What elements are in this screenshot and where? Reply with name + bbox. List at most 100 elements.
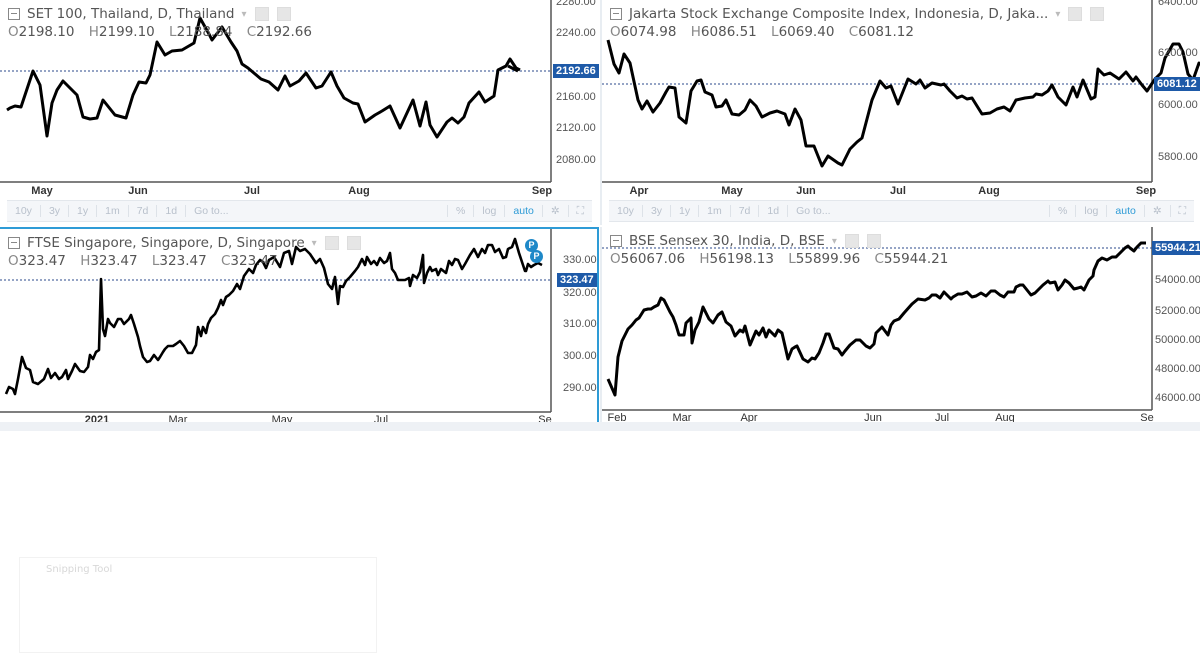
jakarta-line (606, 39, 1200, 168)
chart-panel-jakarta[interactable]: Jakarta Stock Exchange Composite Index, … (600, 0, 1200, 225)
bse-title: BSE Sensex 30, India, D, BSE (629, 233, 825, 249)
collapse-icon[interactable] (610, 235, 622, 247)
y-tick: 2240.00 (556, 27, 596, 39)
last-price-tag: 2192.66 (553, 64, 599, 78)
log-button[interactable]: log (1076, 205, 1108, 217)
range-10y-button[interactable]: 10y (7, 205, 41, 217)
collapse-icon[interactable] (8, 237, 20, 249)
low-label: L (169, 24, 177, 40)
pane-marker-p[interactable]: P (530, 250, 543, 263)
y-tick: 290.00 (563, 382, 597, 394)
y-tick: 320.00 (563, 287, 597, 299)
x-tick: Sep (1135, 185, 1157, 197)
dropdown-caret-icon[interactable]: ▾ (311, 237, 317, 249)
open-value: 56067.06 (620, 251, 686, 267)
x-tick: May (721, 185, 743, 197)
close-value: 55944.21 (883, 251, 949, 267)
goto-button[interactable]: Go to... (194, 205, 229, 217)
jakarta-ohlc: O6074.98 H6086.51 L6069.40 C6081.12 (610, 24, 1104, 40)
y-tick: 330.00 (563, 254, 597, 266)
close-label: C (246, 24, 257, 40)
range-1m-button[interactable]: 1m (97, 205, 129, 217)
settings-icon[interactable] (1090, 7, 1105, 21)
y-tick: 6400.00 (1158, 0, 1198, 8)
set100-title: SET 100, Thailand, D, Thailand (27, 6, 235, 22)
last-price-tag: 6081.12 (1154, 77, 1200, 91)
pane-marker-p[interactable]: P (525, 239, 538, 252)
eye-icon[interactable] (254, 7, 269, 21)
set100-legend: SET 100, Thailand, D, Thailand ▾ O2198.1… (8, 6, 312, 40)
dropdown-caret-icon[interactable]: ▾ (1055, 8, 1061, 20)
percent-button[interactable]: % (1049, 205, 1077, 217)
eye-icon[interactable] (324, 236, 339, 250)
close-label: C (848, 24, 859, 40)
settings-icon[interactable] (866, 234, 881, 248)
y-tick: 52000.00 (1155, 305, 1200, 317)
y-tick: 2280.00 (556, 0, 596, 8)
range-1d-button[interactable]: 1d (157, 205, 187, 217)
ftse-line (4, 237, 543, 396)
x-tick: May (31, 185, 53, 197)
jakarta-plot (602, 0, 1200, 183)
dropdown-caret-icon[interactable]: ▾ (831, 235, 837, 247)
chart-panel-bse-sensex[interactable]: BSE Sensex 30, India, D, BSE ▾ O56067.06… (600, 227, 1200, 424)
collapse-icon[interactable] (8, 8, 20, 20)
bottom-toolbar-strip (0, 422, 1200, 431)
high-label: H (88, 24, 99, 40)
settings-icon[interactable] (346, 236, 361, 250)
x-tick: Jul (890, 185, 906, 197)
bse-legend: BSE Sensex 30, India, D, BSE ▾ O56067.06… (610, 233, 948, 267)
close-value: 6081.12 (858, 24, 914, 40)
range-1y-button[interactable]: 1y (69, 205, 98, 217)
gear-icon[interactable]: ✲ (543, 205, 569, 217)
collapse-icon[interactable] (610, 8, 622, 20)
x-tick: Apr (740, 412, 758, 424)
set100-toolbar: 10y 3y 1y 1m 7d 1d Go to... % log auto ✲… (7, 200, 592, 222)
y-tick: 300.00 (563, 350, 597, 362)
range-1y-button[interactable]: 1y (671, 205, 700, 217)
chart-panel-ftse-singapore[interactable]: Snipping Tool FTSE Singapore, Singapore,… (0, 227, 599, 653)
goto-button[interactable]: Go to... (796, 205, 831, 217)
eye-icon[interactable] (844, 234, 859, 248)
dropdown-caret-icon[interactable]: ▾ (241, 8, 247, 20)
range-7d-button[interactable]: 7d (129, 205, 158, 217)
x-tick: Aug (348, 185, 370, 197)
set100-plot (0, 0, 552, 183)
log-button[interactable]: log (474, 205, 506, 217)
auto-button[interactable]: auto (1107, 205, 1145, 217)
y-tick: 2120.00 (556, 122, 596, 134)
close-label: C (220, 253, 231, 269)
chart-panel-set100[interactable]: SET 100, Thailand, D, Thailand ▾ O2198.1… (0, 0, 600, 225)
x-tick: Apr (629, 185, 649, 197)
high-value: 2199.10 (98, 24, 155, 40)
range-7d-button[interactable]: 7d (731, 205, 760, 217)
set100-ohlc: O2198.10 H2199.10 L2188.84 C2192.66 (8, 24, 312, 40)
high-value: 6086.51 (700, 24, 757, 40)
y-tick: 5800.00 (1158, 151, 1198, 163)
range-10y-button[interactable]: 10y (609, 205, 643, 217)
fullscreen-icon[interactable]: ⛶ (576, 205, 584, 217)
range-1d-button[interactable]: 1d (759, 205, 789, 217)
last-price-tag: 323.47 (557, 273, 597, 287)
gear-icon[interactable]: ✲ (1145, 205, 1171, 217)
low-value: 2188.84 (176, 24, 233, 40)
fullscreen-icon[interactable]: ⛶ (1178, 205, 1186, 217)
jakarta-title: Jakarta Stock Exchange Composite Index, … (629, 6, 1049, 22)
jakarta-legend: Jakarta Stock Exchange Composite Index, … (610, 6, 1105, 40)
low-label: L (151, 253, 160, 269)
range-3y-button[interactable]: 3y (41, 205, 70, 217)
x-tick: Aug (978, 185, 1000, 197)
eye-icon[interactable] (1068, 7, 1083, 21)
x-tick: Se (1140, 412, 1154, 424)
high-value: 56198.13 (709, 251, 774, 267)
low-label: L (788, 251, 796, 267)
y-tick: 6000.00 (1158, 99, 1198, 111)
auto-button[interactable]: auto (505, 205, 543, 217)
range-3y-button[interactable]: 3y (643, 205, 672, 217)
range-1m-button[interactable]: 1m (699, 205, 731, 217)
open-label: O (8, 253, 19, 269)
low-value: 55899.96 (795, 251, 861, 267)
settings-icon[interactable] (276, 7, 291, 21)
y-tick: 6200.00 (1158, 47, 1198, 59)
percent-button[interactable]: % (447, 205, 475, 217)
